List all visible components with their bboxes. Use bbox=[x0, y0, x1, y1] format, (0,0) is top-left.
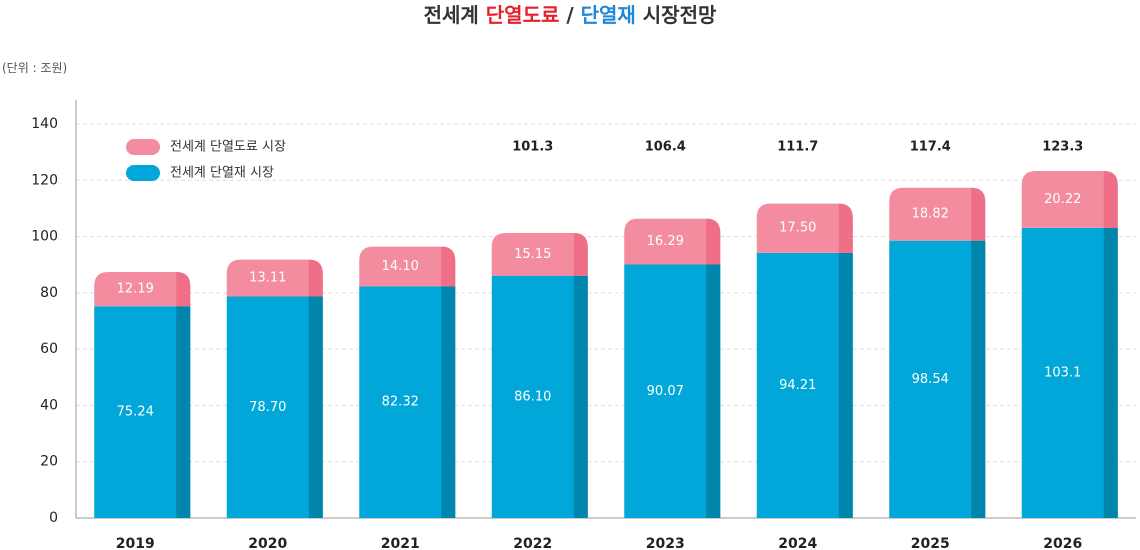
bar-segment-coating bbox=[226, 259, 323, 297]
title-part-1: 전세계 bbox=[423, 3, 486, 27]
title-part-2: 단열도료 bbox=[485, 3, 560, 27]
unit-label: (단위 : 조원) bbox=[2, 61, 68, 75]
y-tick-label: 60 bbox=[40, 341, 58, 357]
x-tick-label: 2019 bbox=[116, 536, 155, 550]
bar-side-coating bbox=[441, 246, 456, 287]
bar-segment-coating bbox=[359, 246, 456, 287]
y-tick-label: 20 bbox=[40, 454, 58, 470]
bar-side-insulation bbox=[1103, 227, 1118, 518]
data-label-insulation: 94.21 bbox=[779, 378, 816, 393]
legend-swatch bbox=[126, 139, 160, 155]
data-label-coating: 13.11 bbox=[249, 271, 286, 286]
bar-side-coating bbox=[1103, 170, 1118, 228]
x-tick-label: 2026 bbox=[1043, 536, 1082, 550]
bar-segment-insulation bbox=[624, 264, 721, 518]
x-tick-label: 2025 bbox=[911, 536, 950, 550]
total-label: 117.4 bbox=[910, 140, 951, 155]
y-tick-label: 100 bbox=[31, 229, 58, 245]
y-tick-label: 120 bbox=[31, 172, 58, 188]
bar-side-insulation bbox=[308, 296, 323, 518]
data-label-coating: 16.29 bbox=[647, 234, 684, 249]
bar-side-coating bbox=[838, 203, 853, 253]
total-label: 111.7 bbox=[777, 140, 818, 155]
data-label-coating: 12.19 bbox=[117, 282, 154, 297]
data-label-coating: 18.82 bbox=[912, 207, 949, 222]
data-label-insulation: 86.10 bbox=[514, 389, 551, 404]
total-label: 106.4 bbox=[645, 140, 686, 155]
chart-title: 전세계 단열도료 / 단열재 시장전망 bbox=[0, 0, 1140, 30]
legend-label: 전세계 단열재 시장 bbox=[170, 166, 274, 181]
x-tick-label: 2022 bbox=[513, 536, 552, 550]
bar-segment-coating bbox=[94, 271, 191, 307]
bar-segment-coating bbox=[889, 187, 986, 241]
data-label-insulation: 75.24 bbox=[117, 405, 154, 420]
y-tick-label: 0 bbox=[49, 510, 58, 526]
bar-side-insulation bbox=[838, 252, 853, 518]
data-label-insulation: 78.70 bbox=[249, 400, 286, 415]
legend-swatch bbox=[126, 165, 160, 181]
bar-segment-coating bbox=[491, 233, 588, 276]
bar-segment-coating bbox=[756, 203, 853, 253]
x-tick-label: 2023 bbox=[646, 536, 685, 550]
x-tick-label: 2020 bbox=[248, 536, 287, 550]
bar-side-insulation bbox=[441, 286, 456, 518]
data-label-insulation: 103.1 bbox=[1044, 365, 1081, 380]
bar-segment-insulation bbox=[359, 286, 456, 518]
y-tick-label: 40 bbox=[40, 397, 58, 413]
bar-side-coating bbox=[706, 218, 721, 265]
bar-side-coating bbox=[573, 233, 588, 276]
total-label: 123.3 bbox=[1042, 140, 1083, 155]
data-label-coating: 20.22 bbox=[1044, 192, 1081, 207]
bar-side-coating bbox=[176, 271, 191, 307]
total-label: 101.3 bbox=[512, 140, 553, 155]
bar-side-insulation bbox=[573, 275, 588, 518]
bar-side-coating bbox=[308, 259, 323, 297]
data-label-insulation: 90.07 bbox=[647, 384, 684, 399]
bar-segment-insulation bbox=[889, 240, 986, 518]
y-tick-label: 140 bbox=[31, 116, 58, 132]
data-label-insulation: 82.32 bbox=[382, 395, 419, 410]
bar-side-coating bbox=[971, 187, 986, 241]
title-part-4: 단열재 bbox=[580, 3, 636, 27]
y-tick-label: 80 bbox=[40, 285, 58, 301]
title-part-3: / bbox=[559, 3, 581, 27]
data-label-insulation: 98.54 bbox=[912, 372, 949, 387]
legend-label: 전세계 단열도료 시장 bbox=[170, 140, 286, 155]
data-label-coating: 17.50 bbox=[779, 221, 816, 236]
data-label-coating: 14.10 bbox=[382, 259, 419, 274]
title-part-5: 시장전망 bbox=[635, 3, 717, 27]
bar-segment-coating bbox=[624, 218, 721, 265]
data-label-coating: 15.15 bbox=[514, 247, 551, 262]
bar-segment-insulation bbox=[1021, 227, 1118, 518]
bar-segment-insulation bbox=[94, 306, 191, 518]
bar-side-insulation bbox=[706, 264, 721, 518]
bar-side-insulation bbox=[176, 306, 191, 518]
x-tick-label: 2024 bbox=[778, 536, 817, 550]
x-tick-label: 2021 bbox=[381, 536, 420, 550]
bar-segment-insulation bbox=[491, 275, 588, 518]
bar-segment-insulation bbox=[756, 252, 853, 518]
bar-side-insulation bbox=[971, 240, 986, 518]
bar-segment-insulation bbox=[226, 296, 323, 518]
bar-segment-coating bbox=[1021, 170, 1118, 228]
